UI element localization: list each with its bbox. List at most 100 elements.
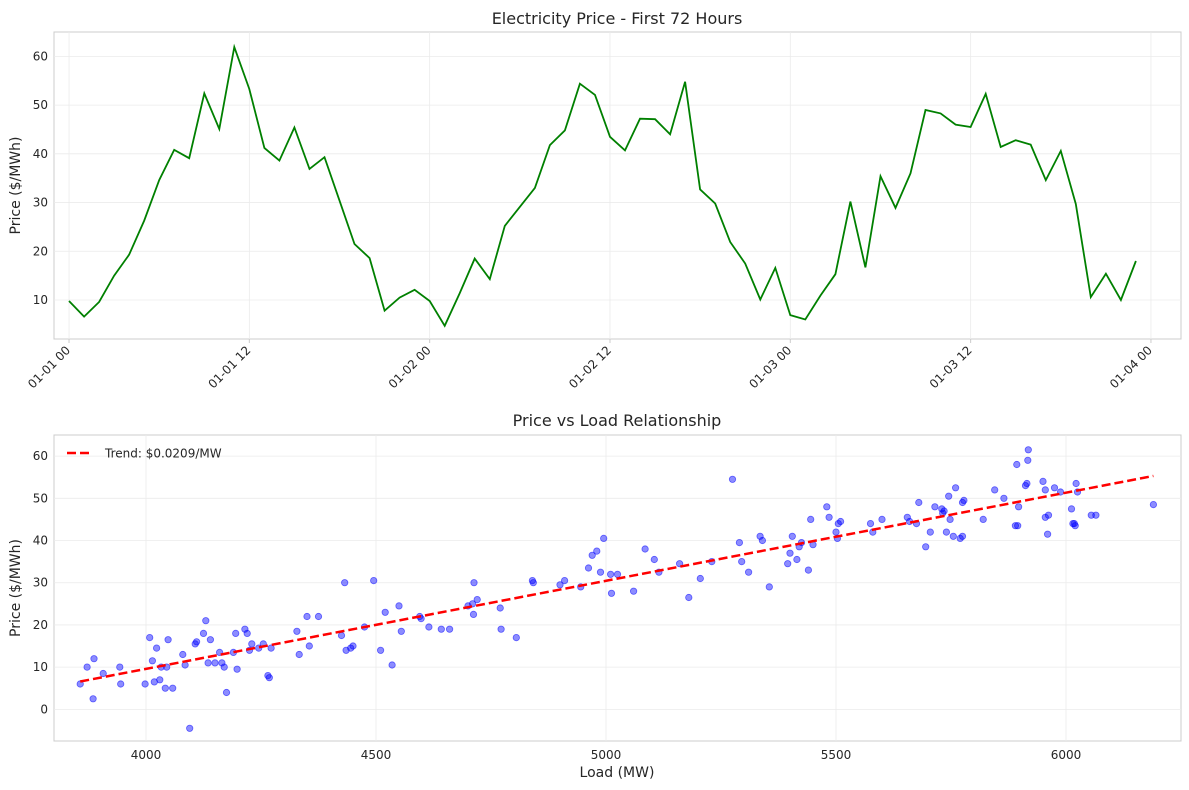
scatter-point — [265, 674, 273, 682]
scatter-point — [1023, 479, 1031, 488]
scatter-point — [425, 623, 433, 631]
scatter-point — [1092, 511, 1100, 519]
scatter-point — [179, 650, 187, 659]
top-x-ticks: 01-01 00 01-01 12 01-02 00 01-02 12 01-03 00… — [25, 339, 1155, 391]
scatter-point — [584, 564, 593, 572]
top-x-tick-label: 01-02 00 — [386, 343, 434, 391]
scatter-point — [960, 496, 968, 504]
scatter-point — [83, 663, 91, 671]
top-x-tick-label: 01-03 00 — [746, 343, 794, 391]
scatter-point — [1050, 484, 1059, 492]
bottom-y-tick-label: 20 — [33, 618, 48, 632]
scatter-point — [596, 568, 605, 576]
top-y-tick-label: 60 — [33, 49, 48, 63]
scatter-point — [1071, 522, 1079, 530]
scatter-point — [241, 625, 249, 633]
scatter-point — [784, 560, 792, 568]
top-x-tick-label: 01-02 12 — [566, 343, 614, 391]
scatter-point — [878, 515, 886, 524]
scatter-point — [607, 589, 616, 597]
scatter-point — [629, 587, 638, 595]
scatter-point — [186, 724, 194, 732]
top-y-tick-label: 50 — [33, 98, 48, 112]
bottom-x-tick-label: 4000 — [131, 748, 162, 762]
scatter-point — [497, 625, 505, 633]
scatter-point — [866, 519, 875, 528]
scatter-point — [641, 545, 649, 553]
scatter-point — [90, 655, 98, 663]
scatter-point — [696, 574, 704, 583]
scatter-point — [560, 576, 569, 585]
scatter-point — [376, 646, 385, 654]
scatter-point — [381, 608, 389, 616]
top-x-tick-label: 01-01 12 — [205, 343, 253, 391]
scatter-point — [99, 669, 107, 678]
bottom-x-tick-label: 6000 — [1051, 748, 1082, 762]
scatter-point — [593, 547, 601, 555]
scatter-point — [606, 570, 615, 578]
scatter-point — [388, 661, 396, 669]
scatter-point — [305, 642, 313, 650]
legend: Trend: $0.0209/MW — [67, 447, 222, 461]
scatter-point — [903, 513, 911, 521]
scatter-point — [233, 665, 241, 673]
scatter-point — [940, 507, 948, 515]
scatter-point — [164, 636, 172, 644]
scatter-point — [303, 612, 311, 621]
scatter-point — [341, 579, 349, 587]
top-y-axis-label: Price ($/MWh) — [8, 137, 24, 235]
scatter-point — [786, 549, 794, 557]
scatter-point — [979, 515, 987, 524]
scatter-point — [650, 555, 658, 564]
scatter-point — [141, 680, 149, 688]
scatter-point — [199, 629, 208, 638]
scatter-point — [293, 627, 301, 635]
bottom-grid — [54, 435, 1181, 741]
bottom-y-tick-label: 60 — [33, 449, 48, 463]
bottom-y-axis-label: Price ($/MWh) — [8, 539, 24, 637]
scatter-point — [738, 557, 746, 566]
scatter-point — [117, 680, 125, 688]
scatter-point — [588, 551, 596, 559]
bottom-chart-title: Price vs Load Relationship — [513, 411, 722, 430]
scatter-point — [445, 625, 454, 633]
top-chart-title: Electricity Price - First 72 Hours — [492, 9, 743, 28]
scatter-point — [437, 625, 445, 633]
scatter-point — [926, 528, 934, 536]
bottom-y-tick-label: 10 — [33, 660, 48, 674]
scatter-point — [1011, 522, 1020, 530]
scatter-point — [395, 602, 403, 610]
scatter-point — [473, 595, 481, 604]
scatter-point — [1000, 494, 1008, 502]
scatter-point — [349, 642, 357, 650]
scatter-point — [153, 644, 161, 652]
scatter-point — [825, 513, 833, 521]
scatter-point — [836, 517, 845, 526]
scatter-point — [1149, 500, 1158, 509]
scatter-point — [1039, 477, 1047, 485]
top-y-tick-label: 10 — [33, 293, 48, 307]
scatter-point — [211, 659, 219, 667]
top-x-tick-label: 01-01 00 — [25, 343, 73, 391]
scatter-point — [756, 532, 764, 540]
scatter-point — [832, 528, 840, 536]
trend-line — [79, 474, 1154, 683]
scatter-point — [222, 688, 231, 697]
scatter-point — [556, 581, 564, 589]
scatter-point — [804, 566, 813, 574]
scatter-point — [496, 604, 504, 612]
price-time-chart: Electricity Price - First 72 Hours Price… — [8, 9, 1182, 391]
scatter-point — [788, 532, 796, 540]
scatter-point — [1013, 460, 1021, 469]
scatter-point — [1024, 456, 1032, 464]
scatter-point — [991, 486, 999, 494]
scatter-point — [1072, 479, 1080, 488]
scatter-point — [370, 576, 378, 585]
scatter-point — [1067, 505, 1076, 513]
scatter-point — [744, 568, 753, 576]
scatter-point — [169, 684, 177, 692]
scatter-point — [161, 684, 169, 692]
scatter-point — [1014, 522, 1022, 530]
scatter-point — [823, 503, 831, 511]
